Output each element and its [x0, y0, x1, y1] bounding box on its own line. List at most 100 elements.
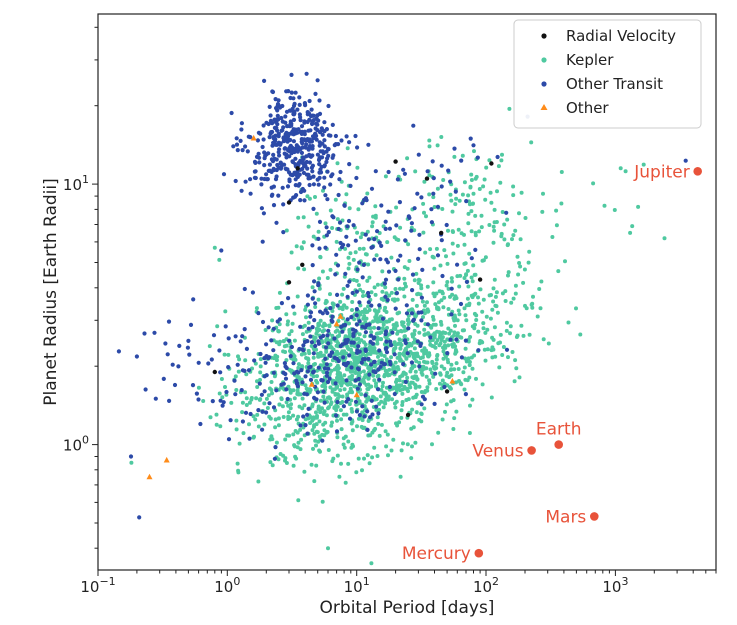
other-transit-point: [379, 203, 384, 208]
kepler-point: [368, 326, 373, 331]
kepler-point: [500, 210, 505, 214]
kepler-point: [289, 329, 294, 334]
kepler-point: [330, 226, 335, 230]
other-transit-point: [322, 175, 327, 180]
kepler-point: [464, 273, 468, 277]
kepler-point: [444, 254, 448, 259]
other-transit-point: [308, 334, 313, 339]
kepler-point: [321, 188, 325, 193]
kepler-point: [431, 255, 436, 260]
kepler-point: [335, 349, 339, 354]
kepler-point: [342, 373, 347, 378]
kepler-point: [483, 330, 488, 335]
other-transit-point: [288, 172, 293, 177]
plot-frame: [97, 13, 717, 571]
kepler-point: [300, 364, 305, 369]
kepler-point: [367, 275, 372, 280]
kepler-point: [310, 402, 315, 407]
other-transit-point: [287, 108, 292, 113]
kepler-point: [519, 190, 524, 195]
other-transit-point: [343, 271, 348, 276]
other-transit-point: [338, 220, 343, 225]
legend-marker-radial-velocity: [541, 33, 547, 39]
other-transit-point: [298, 189, 304, 195]
other-transit-point: [290, 159, 295, 164]
kepler-point: [365, 309, 370, 314]
other-transit-point: [299, 124, 305, 129]
other-transit-point: [246, 368, 252, 373]
kepler-point: [457, 284, 462, 289]
other-transit-point: [172, 382, 178, 388]
kepler-point: [348, 251, 353, 256]
kepler-point: [420, 355, 425, 360]
kepler-point: [361, 294, 365, 298]
kepler-point: [440, 207, 445, 211]
kepler-point: [222, 352, 227, 357]
kepler-point: [316, 439, 321, 444]
other-transit-point: [285, 139, 290, 144]
other-transit-point: [260, 319, 266, 325]
kepler-point: [410, 380, 415, 385]
kepler-point: [243, 390, 248, 395]
other-transit-point: [354, 322, 360, 327]
other-transit-point: [315, 152, 320, 157]
other-transit-point: [348, 183, 353, 188]
kepler-point: [470, 201, 475, 206]
other-transit-point: [344, 234, 349, 239]
kepler-point: [390, 397, 394, 402]
kepler-point: [251, 435, 256, 440]
other-transit-point: [116, 349, 121, 354]
kepler-point: [478, 339, 483, 343]
other-transit-point: [274, 157, 279, 162]
kepler-point: [362, 314, 367, 318]
kepler-point: [338, 371, 342, 376]
kepler-point: [396, 367, 401, 372]
kepler-point: [349, 407, 354, 411]
other-transit-point: [398, 253, 403, 258]
other-transit-point: [306, 147, 311, 152]
planet-marker-jupiter: [693, 167, 702, 176]
other-transit-point: [260, 144, 265, 150]
kepler-point: [328, 396, 333, 401]
kepler-point: [442, 339, 447, 344]
kepler-point: [361, 377, 365, 382]
other-transit-point: [403, 338, 408, 343]
kepler-point: [412, 356, 417, 361]
other-transit-point: [394, 223, 399, 228]
kepler-point: [362, 334, 367, 339]
kepler-point: [393, 346, 398, 350]
kepler-point: [411, 352, 416, 357]
kepler-point: [424, 366, 429, 371]
other-transit-point: [287, 179, 292, 184]
other-transit-point: [409, 360, 414, 365]
other-transit-point: [376, 326, 381, 331]
other-transit-point: [206, 361, 211, 366]
kepler-point: [451, 316, 456, 321]
kepler-point: [296, 498, 301, 503]
other-transit-point: [313, 301, 318, 306]
other-transit-point: [302, 120, 307, 125]
other-transit-point: [239, 121, 244, 126]
kepler-point: [334, 365, 339, 370]
other-transit-point: [153, 396, 158, 401]
kepler-point: [628, 230, 633, 235]
kepler-point: [493, 303, 498, 308]
legend-label-other-transit: Other Transit: [566, 75, 663, 93]
other-transit-point: [240, 148, 245, 153]
other-transit-point: [297, 102, 302, 107]
kepler-point: [315, 368, 319, 373]
other-transit-point: [376, 411, 381, 416]
other-transit-point: [271, 326, 276, 331]
other-transit-point: [433, 371, 438, 376]
other-transit-point: [368, 415, 373, 420]
other-transit-point: [360, 201, 365, 206]
other-transit-point: [368, 339, 373, 344]
other-transit-point: [327, 376, 332, 381]
x-tick-label: 10−1: [80, 575, 115, 596]
kepler-point: [359, 392, 364, 397]
other-transit-point: [386, 209, 391, 214]
kepler-point: [233, 374, 238, 379]
kepler-point: [372, 395, 377, 400]
other-transit-point: [330, 214, 335, 219]
kepler-point: [438, 371, 443, 376]
